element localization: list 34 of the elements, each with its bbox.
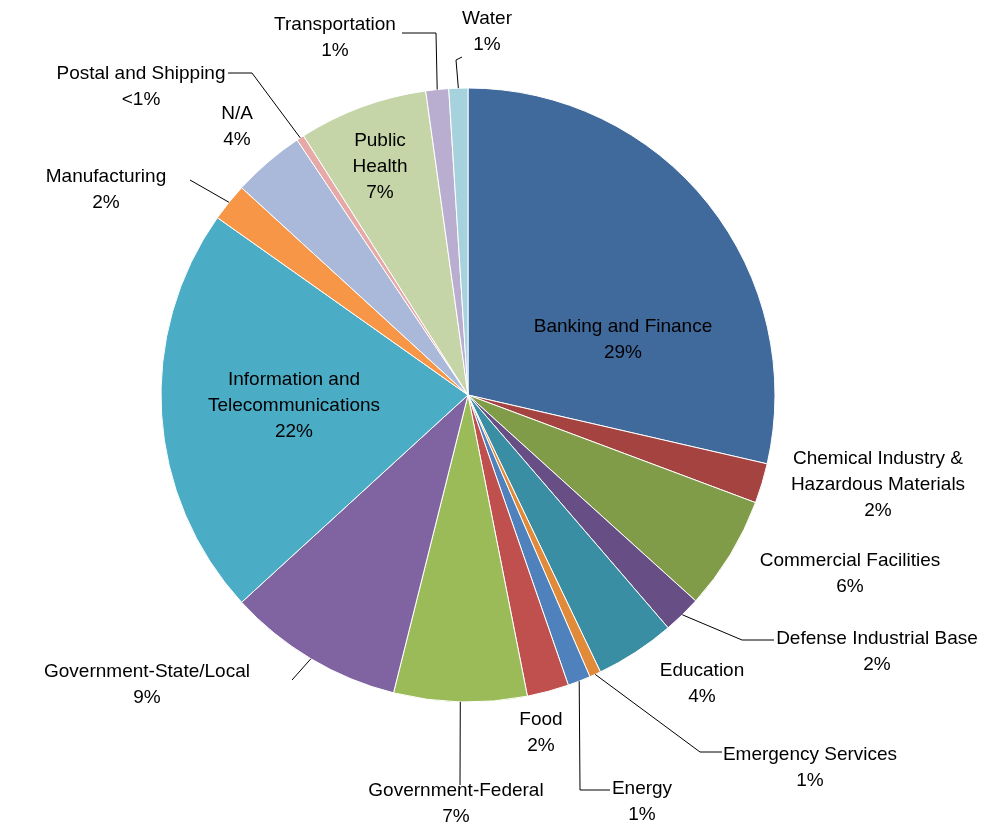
- slice-label: Education: [659, 658, 745, 680]
- data-label: 7%: [366, 180, 394, 202]
- data-label: 2%: [864, 498, 892, 520]
- slice-label: Transportation: [274, 12, 396, 34]
- slice-label: Energy: [611, 776, 673, 798]
- data-label: 4%: [688, 684, 716, 706]
- data-label: 6%: [836, 574, 864, 596]
- slice-label: Government-State/Local: [44, 659, 250, 681]
- slice-label: N/A: [221, 101, 254, 123]
- data-label: 4%: [223, 127, 251, 149]
- slice-label: Information and Telecommunications: [207, 367, 381, 415]
- slice-label: Banking and Finance: [533, 314, 713, 336]
- slice-label: Chemical Industry & Hazardous Materials: [790, 446, 966, 494]
- data-label: 1%: [473, 32, 501, 54]
- slice-label: Manufacturing: [45, 164, 167, 186]
- slice-label: Public Health: [352, 128, 408, 176]
- slice-label: Water: [462, 6, 513, 28]
- data-label: 22%: [274, 419, 314, 441]
- slice-label: Emergency Services: [722, 742, 898, 764]
- data-label: 2%: [527, 733, 555, 755]
- data-label: 1%: [628, 802, 656, 824]
- data-label: 1%: [321, 38, 349, 60]
- data-label: 2%: [92, 190, 120, 212]
- slice-label: Postal and Shipping: [56, 61, 226, 83]
- slice-label: Defense Industrial Base: [776, 626, 978, 648]
- data-label: <1%: [121, 87, 161, 109]
- slice-label: Food: [519, 707, 563, 729]
- data-label: 2%: [863, 652, 891, 674]
- data-label: 1%: [796, 768, 824, 790]
- data-label: 29%: [603, 340, 643, 362]
- slice-label: Government-Federal: [368, 778, 544, 800]
- data-label: 7%: [442, 804, 470, 826]
- data-label: 9%: [133, 685, 161, 707]
- slice-label: Commercial Facilities: [759, 548, 941, 570]
